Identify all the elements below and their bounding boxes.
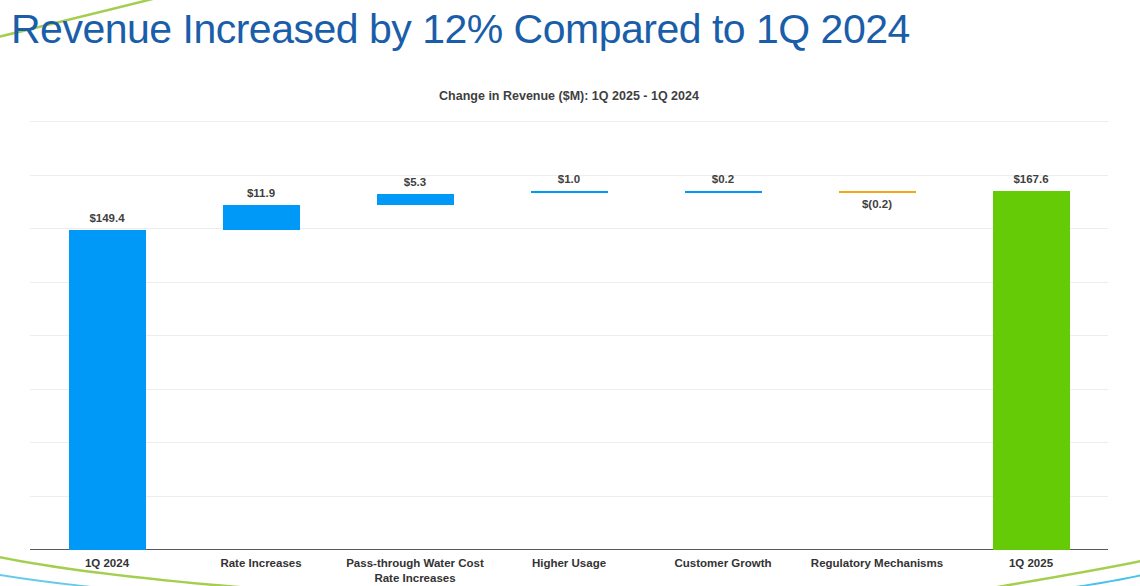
- gridline: [30, 389, 1108, 390]
- bar-regulatory-mechanisms: [839, 191, 916, 193]
- bar-value-label: $0.2: [663, 173, 783, 187]
- swoosh-bottom-left-blue-icon: [0, 574, 112, 586]
- gridline: [30, 121, 1108, 122]
- slide-canvas: Revenue Increased by 12% Compared to 1Q …: [0, 0, 1140, 586]
- bar-1q-2025: [993, 191, 1070, 550]
- gridline: [30, 228, 1108, 229]
- bar-rate-increases: [223, 205, 300, 231]
- gridline: [30, 496, 1108, 497]
- x-axis-baseline: [30, 549, 1108, 550]
- bar-value-label: $5.3: [355, 176, 475, 190]
- bar-value-label: $(0.2): [817, 198, 937, 212]
- bar-higher-usage: [531, 191, 608, 193]
- x-axis-label: Regulatory Mechanisms: [800, 556, 954, 571]
- gridline: [30, 282, 1108, 283]
- x-axis-label: Higher Usage: [492, 556, 646, 571]
- x-axis-label: Pass-through Water Cost Rate Increases: [338, 556, 492, 586]
- gridline: [30, 442, 1108, 443]
- slide-decoration-layer: [0, 0, 1140, 586]
- gridline: [30, 335, 1108, 336]
- bar-value-label: $11.9: [201, 187, 321, 201]
- page-title: Revenue Increased by 12% Compared to 1Q …: [11, 6, 1111, 53]
- bar-value-label: $149.4: [47, 212, 167, 226]
- swoosh-bottom-right-blue-icon: [1056, 574, 1140, 586]
- x-axis-label: Rate Increases: [184, 556, 338, 571]
- bar-1q-2024: [69, 230, 146, 550]
- x-axis-label: Customer Growth: [646, 556, 800, 571]
- bar-value-label: $1.0: [509, 173, 629, 187]
- x-axis-label: 1Q 2024: [30, 556, 184, 571]
- bar-customer-growth: [685, 191, 762, 193]
- bar-pass-through-water-cost-rate-increases: [377, 194, 454, 205]
- chart-title: Change in Revenue ($M): 1Q 2025 - 1Q 202…: [30, 89, 1108, 103]
- x-axis-label: 1Q 2025: [954, 556, 1108, 571]
- bar-value-label: $167.6: [971, 173, 1091, 187]
